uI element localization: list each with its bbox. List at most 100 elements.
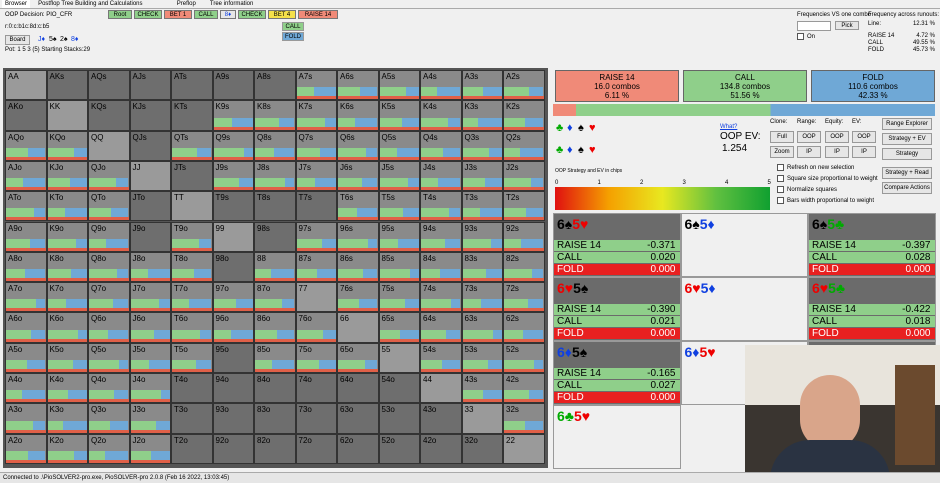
hand-cell[interactable]: J9s [212,160,254,192]
hand-cell[interactable]: 85s [378,251,420,283]
hand-cell[interactable]: K7o [46,282,88,313]
hand-cell[interactable]: T2o [171,433,213,464]
hand-cell[interactable]: KJo [46,160,88,192]
hand-cell[interactable]: K9s [212,100,254,131]
hand-cell[interactable]: ATo [5,191,47,222]
hand-cell[interactable]: 98o [212,251,254,283]
hand-cell[interactable]: 84o [254,373,296,404]
option-checkbox[interactable]: Normalize squares [777,186,837,193]
hand-cell[interactable]: A4o [5,373,47,404]
hand-cell[interactable]: K8s [254,100,296,131]
hand-cell[interactable]: 72o [295,433,337,464]
hand-cell[interactable]: 92o [212,433,254,464]
hand-cell[interactable]: J4o [129,373,171,404]
hand-cell[interactable]: QTs [171,130,213,161]
hand-cell[interactable]: A3o [5,403,47,434]
strategy-box[interactable]: FOLD 110.6 combos 42.33 % [811,70,935,102]
hand-cell[interactable]: K9o [46,221,88,252]
side-button[interactable]: Range Explorer [882,118,932,130]
control-button[interactable]: IP [797,146,821,158]
hand-cell[interactable]: T7o [171,282,213,313]
pick-button[interactable]: Pick [835,21,859,30]
hand-cell[interactable]: J8o [129,251,171,283]
hand-cell[interactable]: 43o [420,403,462,434]
hand-cell[interactable]: K2o [46,433,88,464]
hand-cell[interactable]: 74o [295,373,337,404]
hand-cell[interactable]: 93o [212,403,254,434]
hand-cell[interactable]: 22 [503,433,545,464]
hand-cell[interactable]: K2s [503,100,545,131]
hand-cell[interactable]: KK [46,100,88,131]
hand-cell[interactable]: 73o [295,403,337,434]
hand-cell[interactable]: Q9o [88,221,130,252]
hand-cell[interactable]: 55 [378,342,420,373]
combo-card[interactable]: 6♠5♥ RAISE 14 -0.371 CALL 0.020 FOLD 0.000 [553,213,681,277]
combo-card[interactable]: 6♦5♠ RAISE 14 -0.165 CALL 0.027 FOLD 0.000 [553,341,681,405]
hand-cell[interactable]: K6s [337,100,379,131]
hand-cell[interactable]: T3s [461,191,503,222]
hand-cell[interactable]: AKo [5,100,47,131]
hand-cell[interactable]: 86o [254,312,296,343]
hand-cell[interactable]: 76s [337,282,379,313]
action-button[interactable]: BET 4 [268,10,296,19]
side-button[interactable]: Compare Actions [882,182,932,194]
control-button[interactable]: IP [825,146,849,158]
hand-cell[interactable]: 97o [212,282,254,313]
hand-cell[interactable]: Q8s [254,130,296,161]
sub-action-button[interactable]: CALL [282,22,304,31]
hand-cell[interactable]: 65s [378,312,420,343]
hand-cell[interactable]: 99 [212,221,254,252]
tab[interactable]: Tree information [209,1,254,7]
hand-cell[interactable]: QJs [129,130,171,161]
hand-cell[interactable]: A2s [503,70,545,101]
hand-cell[interactable]: 96o [212,312,254,343]
hand-cell[interactable]: T9o [171,221,213,252]
hand-cell[interactable]: Q2o [88,433,130,464]
hand-cell[interactable]: A8o [5,251,47,283]
hand-cell[interactable]: Q7o [88,282,130,313]
action-button[interactable]: CALL [194,10,218,19]
hand-cell[interactable]: 86s [337,251,379,283]
hand-cell[interactable]: K6o [46,312,88,343]
hand-cell[interactable]: 72s [503,282,545,313]
hand-cell[interactable]: A9o [5,221,47,252]
hand-cell[interactable]: 74s [420,282,462,313]
hand-cell[interactable]: 87o [254,282,296,313]
hand-cell[interactable]: T9s [212,191,254,222]
control-button[interactable]: OOP [852,131,876,143]
hand-cell[interactable]: Q7s [295,130,337,161]
hand-cell[interactable]: ATs [171,70,213,101]
control-button[interactable]: OOP [797,131,821,143]
hand-cell[interactable]: K3s [461,100,503,131]
hand-cell[interactable]: 82o [254,433,296,464]
hand-cell[interactable]: T7s [295,191,337,222]
hand-cell[interactable]: 95o [212,342,254,373]
hand-cell[interactable]: 62s [503,312,545,343]
hand-cell[interactable]: 94o [212,373,254,404]
hand-cell[interactable]: T4o [171,373,213,404]
hand-cell[interactable]: T8s [254,191,296,222]
hand-cell[interactable]: Q9s [212,130,254,161]
action-button[interactable]: RAISE 14 [298,10,338,19]
control-button[interactable]: Full [770,131,794,143]
hand-cell[interactable]: A6s [337,70,379,101]
hand-cell[interactable]: 53s [461,342,503,373]
strategy-box[interactable]: CALL 134.8 combos 51.56 % [683,70,807,102]
hand-cell[interactable]: 83s [461,251,503,283]
action-button[interactable]: CHECK [134,10,162,19]
hand-cell[interactable]: Q5s [378,130,420,161]
hand-cell[interactable]: 62o [337,433,379,464]
hand-cell[interactable]: A8s [254,70,296,101]
hand-cell[interactable]: AA [5,70,47,101]
combo-card[interactable]: 6♠5♦ [680,213,808,277]
hand-cell[interactable]: 82s [503,251,545,283]
hand-cell[interactable]: JTs [171,160,213,192]
tab[interactable]: Browser [2,0,31,8]
hand-cell[interactable]: 54o [378,373,420,404]
action-button[interactable]: CHECK [238,10,266,19]
action-button[interactable]: BET 1 [164,10,192,19]
hand-cell[interactable]: QJo [88,160,130,192]
hand-cell[interactable]: 94s [420,221,462,252]
hand-cell[interactable]: AQs [88,70,130,101]
hand-cell[interactable]: J7o [129,282,171,313]
